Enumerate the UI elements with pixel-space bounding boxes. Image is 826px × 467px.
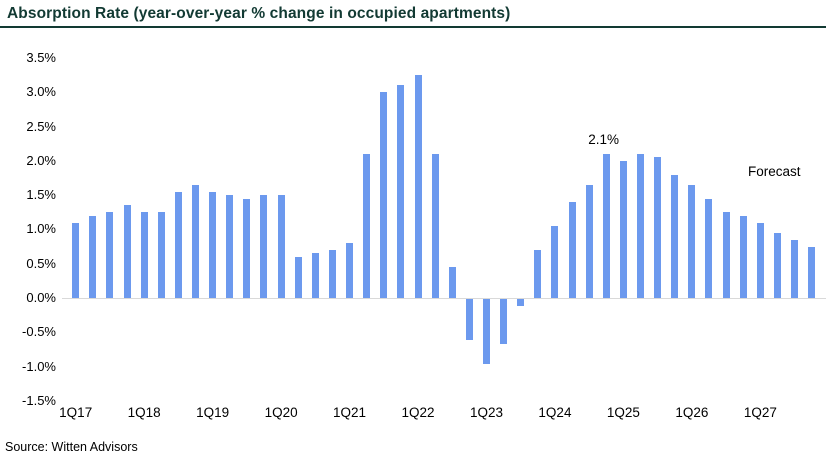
y-tick-label: 3.0% xyxy=(26,84,56,100)
x-tick-label: 1Q26 xyxy=(675,405,709,420)
bar-1Q20 xyxy=(277,195,285,298)
bar-2Q19 xyxy=(226,195,234,298)
y-tick-label: -1.5% xyxy=(22,392,56,408)
x-tick-label: 1Q17 xyxy=(59,405,93,420)
bar-2Q27 xyxy=(773,232,781,298)
bar-3Q23 xyxy=(517,299,525,306)
y-tick-label: 2.0% xyxy=(26,152,56,168)
x-tick-label: 1Q21 xyxy=(333,405,367,420)
bar-2Q26 xyxy=(705,198,713,298)
bar-3Q25 xyxy=(654,157,662,298)
bar-3Q27 xyxy=(791,239,799,298)
bar-1Q21 xyxy=(346,243,354,298)
bar-4Q18 xyxy=(192,184,199,298)
bar-4Q21 xyxy=(397,85,405,298)
bar-4Q26 xyxy=(739,215,747,298)
bar-1Q24 xyxy=(551,225,559,298)
y-tick-label: 1.0% xyxy=(26,221,56,237)
bar-3Q21 xyxy=(380,92,388,298)
y-tick-label: 3.5% xyxy=(26,49,56,65)
bar-2Q20 xyxy=(294,256,302,298)
x-tick-label: 1Q24 xyxy=(538,405,572,420)
bar-4Q19 xyxy=(260,195,268,298)
x-tick-label: 1Q20 xyxy=(264,405,298,420)
bar-3Q22 xyxy=(448,267,456,298)
y-tick-label: 0.5% xyxy=(26,255,56,271)
x-tick-label: 1Q19 xyxy=(196,405,230,420)
x-tick-label: 1Q18 xyxy=(127,405,161,420)
bar-1Q19 xyxy=(209,191,217,298)
bar-1Q18 xyxy=(140,212,148,298)
bar-2Q18 xyxy=(157,212,165,298)
bar-2Q25 xyxy=(637,153,645,298)
bar-4Q22 xyxy=(465,299,473,341)
bar-4Q17 xyxy=(123,205,131,298)
bar-3Q17 xyxy=(106,212,114,298)
chart-title: Absorption Rate (year-over-year % change… xyxy=(7,5,511,22)
y-tick-label: -0.5% xyxy=(22,324,56,340)
bar-4Q24 xyxy=(602,153,610,298)
bar-2Q21 xyxy=(363,153,371,298)
bar-2Q22 xyxy=(431,153,439,298)
bar-3Q20 xyxy=(311,253,319,298)
x-tick-label: 1Q23 xyxy=(469,405,503,420)
bar-1Q25 xyxy=(619,160,627,298)
y-tick-label: 1.5% xyxy=(26,187,56,203)
y-tick-label: -1.0% xyxy=(22,358,56,374)
bar-1Q27 xyxy=(756,222,764,298)
bar-3Q19 xyxy=(243,198,251,298)
x-tick-label: 1Q22 xyxy=(401,405,435,420)
forecast-label: Forecast xyxy=(748,164,801,179)
bar-1Q23 xyxy=(482,299,490,365)
bar-3Q24 xyxy=(585,184,593,298)
bar-2Q24 xyxy=(568,201,576,298)
bar-1Q22 xyxy=(414,75,422,298)
y-tick-label: 0.0% xyxy=(26,290,56,305)
bar-4Q23 xyxy=(534,249,542,298)
x-tick-label: 1Q27 xyxy=(743,405,777,420)
bar-1Q17 xyxy=(72,222,80,298)
title-rule-divider xyxy=(0,26,826,28)
bar-2Q23 xyxy=(500,299,508,344)
bar-4Q25 xyxy=(671,174,679,298)
bar-3Q18 xyxy=(174,191,182,298)
bar-1Q26 xyxy=(688,184,696,298)
bar-value-annotation: 2.1% xyxy=(588,132,620,147)
x-tick-label: 1Q25 xyxy=(606,405,640,420)
bar-3Q26 xyxy=(722,212,730,298)
bar-4Q20 xyxy=(328,249,336,298)
bar-2Q17 xyxy=(89,215,97,298)
y-tick-label: 2.5% xyxy=(26,118,56,134)
source-note: Source: Witten Advisors xyxy=(5,440,138,454)
bar-4Q27 xyxy=(808,246,816,298)
zero-gridline xyxy=(62,298,826,299)
